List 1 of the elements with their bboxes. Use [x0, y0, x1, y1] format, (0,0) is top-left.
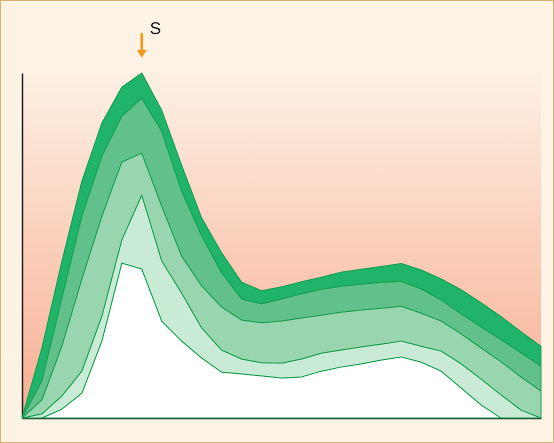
text: S — [150, 19, 162, 38]
